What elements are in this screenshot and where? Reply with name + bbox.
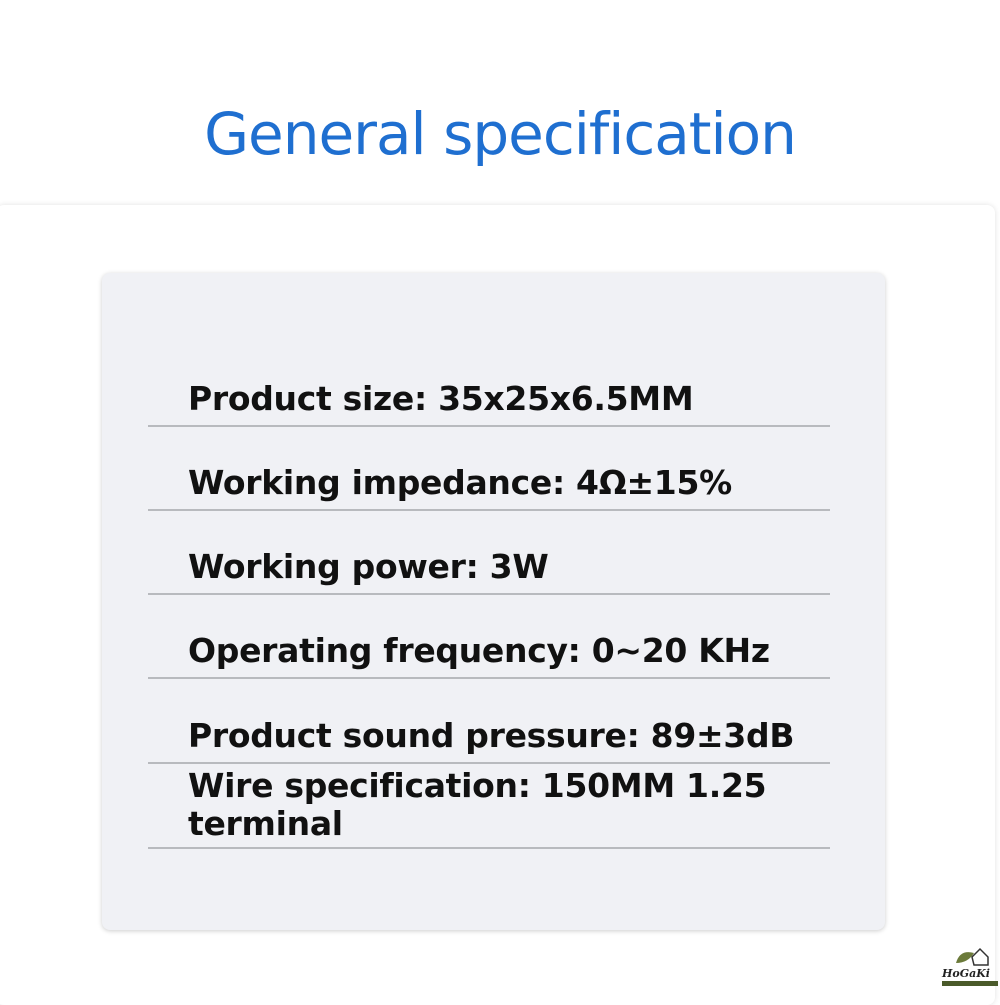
spec-row: Product sound pressure: 89±3dB [148,679,830,764]
spec-row: Wire specification: 150MM 1.25 terminal [148,764,830,849]
leaf-house-icon [956,947,989,966]
spec-text: Working impedance: 4Ω±15% [188,463,732,502]
spec-row: Operating frequency: 0~20 KHz [148,595,830,679]
logo-tagline-bar [942,981,998,986]
spec-row: Product size: 35x25x6.5MM [148,333,830,427]
spec-text: Wire specification: 150MM 1.25 terminal [188,766,767,843]
page-title: General specification [204,100,797,168]
spec-row: Working impedance: 4Ω±15% [148,427,830,511]
spec-text: Product size: 35x25x6.5MM [188,379,694,418]
spec-text: Product sound pressure: 89±3dB [188,716,795,755]
spec-panel: Product size: 35x25x6.5MM Working impeda… [102,273,885,930]
spec-row: Working power: 3W [148,511,830,595]
spec-text: Working power: 3W [188,547,549,586]
brand-logo: HoGaKi [940,945,1000,995]
spec-text: Operating frequency: 0~20 KHz [188,631,770,670]
logo-name: HoGaKi [942,967,990,980]
